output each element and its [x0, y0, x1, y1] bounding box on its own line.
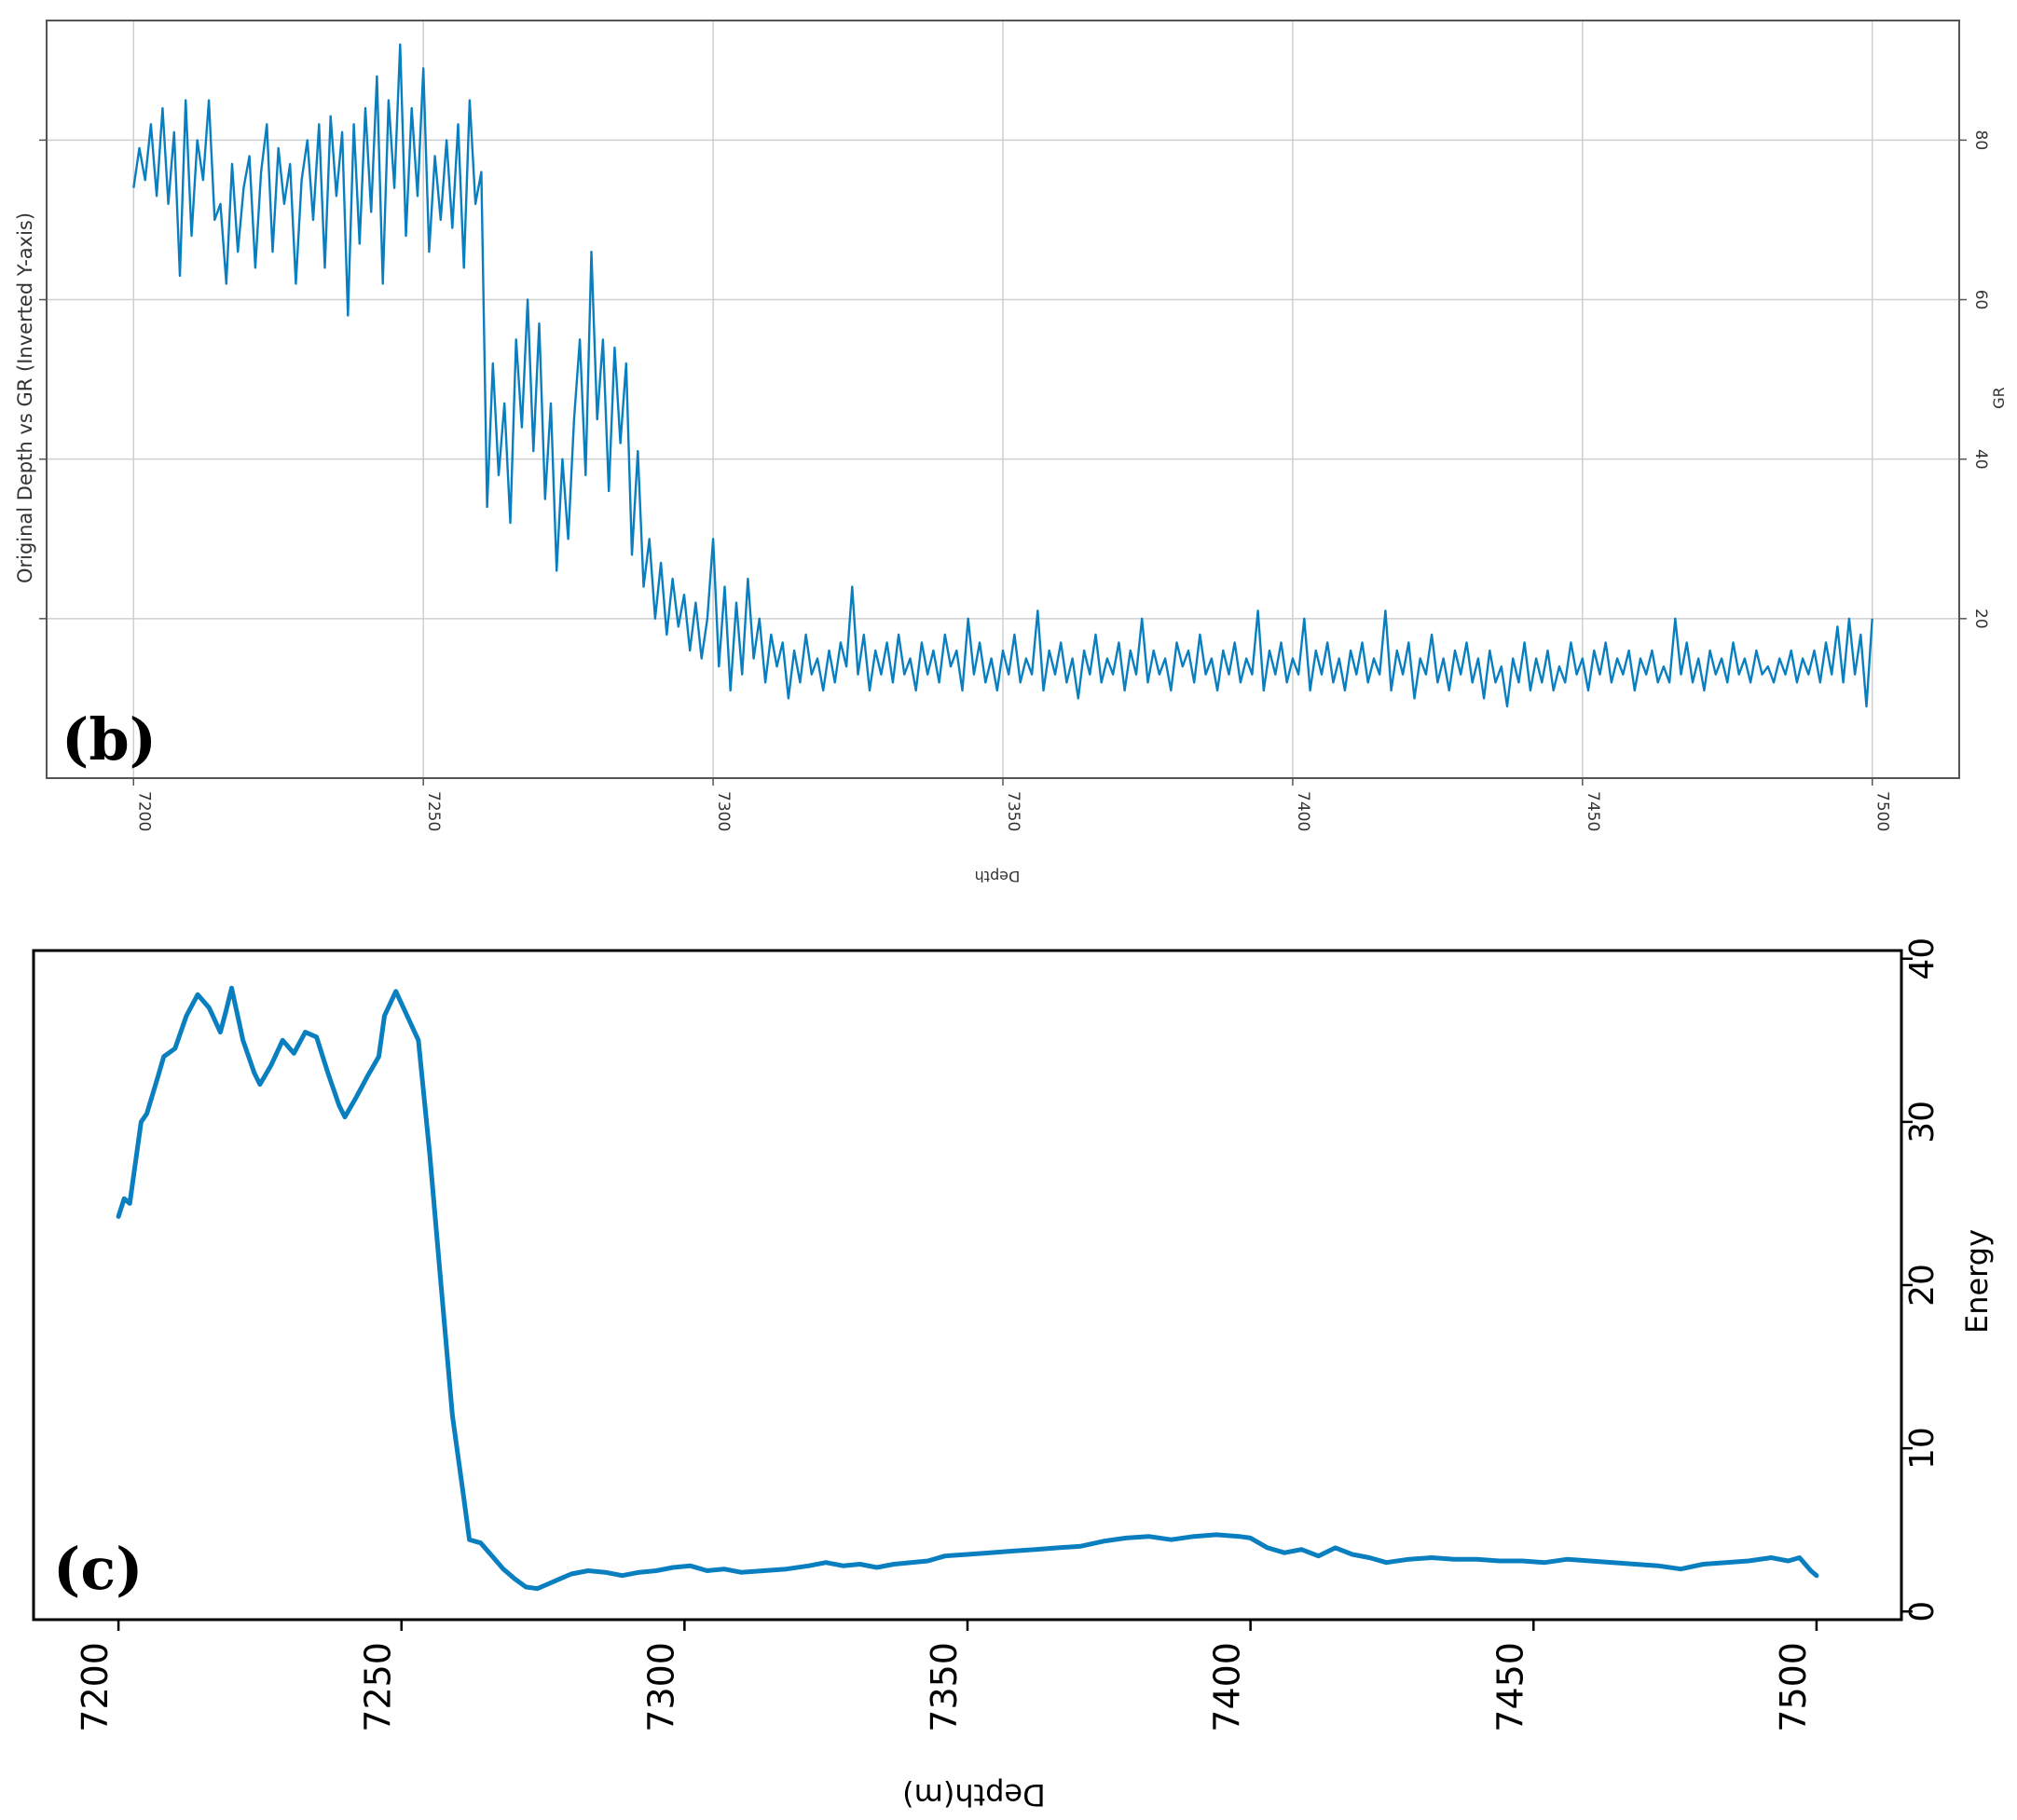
panel-b-xtick-label: 7300 — [714, 791, 733, 831]
panel-b-right-ytick-label: 80 — [1971, 130, 1990, 151]
panel-c-ytick-label: 10 — [1903, 1427, 1942, 1470]
panel-b-grid — [47, 21, 1959, 778]
panel-b-right-ytick-label: 40 — [1971, 449, 1990, 470]
panel-c-xtick-label: 7300 — [640, 1642, 681, 1732]
panel-b-gr-chart: 7200 7250 7300 7350 7400 7450 7500 20 40 60 80 Or… — [14, 20, 2008, 885]
panel-c-ytick-label: 30 — [1903, 1101, 1942, 1143]
panel-c-x-ticks: 7200 7250 7300 7350 7400 7450 7500 — [75, 1620, 1818, 1732]
panel-c-ytick-label: 20 — [1903, 1264, 1942, 1307]
panel-b-xtick-label: 7250 — [424, 791, 443, 831]
panel-b-left-ylabel: Original Depth vs GR (Inverted Y-axis) — [14, 212, 36, 583]
panel-c-xtick-label: 7450 — [1489, 1642, 1530, 1732]
panel-c-xtick-label: 7500 — [1773, 1642, 1814, 1732]
panel-b-xlabel: Depth — [975, 868, 1021, 885]
panel-b-gr-series-line — [132, 43, 1873, 708]
panel-b-right-ylabel: GR — [1990, 387, 2008, 409]
panel-c-right-ylabel: Energy — [1959, 1229, 1995, 1334]
panel-c-xtick-label: 7400 — [1207, 1642, 1248, 1732]
panel-b-y-ticks: 20 40 60 80 — [39, 130, 1990, 629]
panel-c-energy-chart: 7200 7250 7300 7350 7400 7450 7500 0 10 20 30 40 D… — [32, 937, 1995, 1813]
panel-c-xtick-label: 7350 — [924, 1642, 965, 1732]
panel-b-label: (b) — [62, 705, 157, 773]
panel-c-xtick-label: 7200 — [75, 1642, 116, 1732]
panel-b-right-ytick-label: 60 — [1971, 290, 1990, 310]
panel-b-x-ticks: 7200 7250 7300 7350 7400 7450 7500 — [132, 778, 1892, 831]
panel-c-y-ticks: 0 10 20 30 40 — [1901, 937, 1942, 1622]
panel-b-right-ytick-label: 20 — [1971, 609, 1990, 629]
panel-b-xtick-label: 7450 — [1584, 791, 1602, 831]
panel-b-xtick-label: 7500 — [1873, 791, 1892, 831]
panel-b-xtick-label: 7400 — [1294, 791, 1312, 831]
panel-c-xtick-label: 7250 — [358, 1642, 399, 1732]
panel-b-xtick-label: 7350 — [1004, 791, 1022, 831]
panel-b-xtick-label: 7200 — [134, 791, 153, 831]
panel-c-ytick-label: 0 — [1903, 1601, 1942, 1622]
panel-c-xlabel: Depth(m) — [902, 1777, 1046, 1813]
panel-c-ytick-label: 40 — [1903, 937, 1942, 980]
panel-c-energy-series-line — [116, 985, 1819, 1592]
panel-c-label: (c) — [53, 1535, 143, 1603]
panel-c-axes-frame — [32, 949, 1903, 1622]
